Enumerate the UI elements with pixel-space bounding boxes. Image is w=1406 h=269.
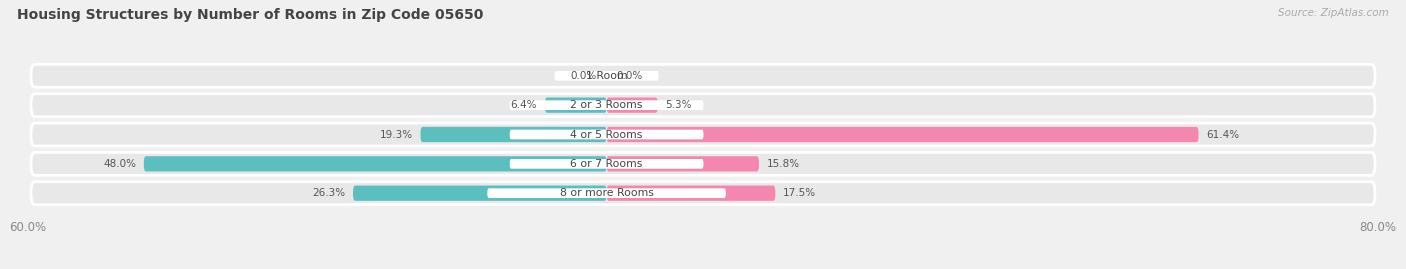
Text: 19.3%: 19.3% (380, 129, 413, 140)
FancyBboxPatch shape (606, 156, 759, 171)
Text: Source: ZipAtlas.com: Source: ZipAtlas.com (1278, 8, 1389, 18)
FancyBboxPatch shape (510, 100, 703, 110)
Text: 26.3%: 26.3% (312, 188, 346, 198)
Text: 15.8%: 15.8% (766, 159, 800, 169)
FancyBboxPatch shape (31, 64, 1375, 87)
Text: 5.3%: 5.3% (665, 100, 692, 110)
Text: 61.4%: 61.4% (1206, 129, 1240, 140)
Text: 6 or 7 Rooms: 6 or 7 Rooms (571, 159, 643, 169)
FancyBboxPatch shape (31, 123, 1375, 146)
FancyBboxPatch shape (546, 98, 606, 113)
Text: 4 or 5 Rooms: 4 or 5 Rooms (571, 129, 643, 140)
FancyBboxPatch shape (143, 156, 606, 171)
Text: 48.0%: 48.0% (103, 159, 136, 169)
FancyBboxPatch shape (31, 153, 1375, 175)
Text: 1 Room: 1 Room (586, 71, 627, 81)
FancyBboxPatch shape (606, 127, 1198, 142)
FancyBboxPatch shape (510, 159, 703, 169)
Text: Housing Structures by Number of Rooms in Zip Code 05650: Housing Structures by Number of Rooms in… (17, 8, 484, 22)
Text: 17.5%: 17.5% (783, 188, 815, 198)
Text: 0.0%: 0.0% (571, 71, 598, 81)
FancyBboxPatch shape (31, 94, 1375, 116)
Text: 2 or 3 Rooms: 2 or 3 Rooms (571, 100, 643, 110)
Text: 6.4%: 6.4% (510, 100, 537, 110)
FancyBboxPatch shape (554, 71, 658, 81)
FancyBboxPatch shape (31, 182, 1375, 205)
FancyBboxPatch shape (510, 130, 703, 139)
FancyBboxPatch shape (353, 186, 606, 201)
FancyBboxPatch shape (606, 186, 775, 201)
FancyBboxPatch shape (420, 127, 606, 142)
Text: 0.0%: 0.0% (616, 71, 643, 81)
FancyBboxPatch shape (606, 98, 658, 113)
Text: 8 or more Rooms: 8 or more Rooms (560, 188, 654, 198)
FancyBboxPatch shape (488, 188, 725, 198)
